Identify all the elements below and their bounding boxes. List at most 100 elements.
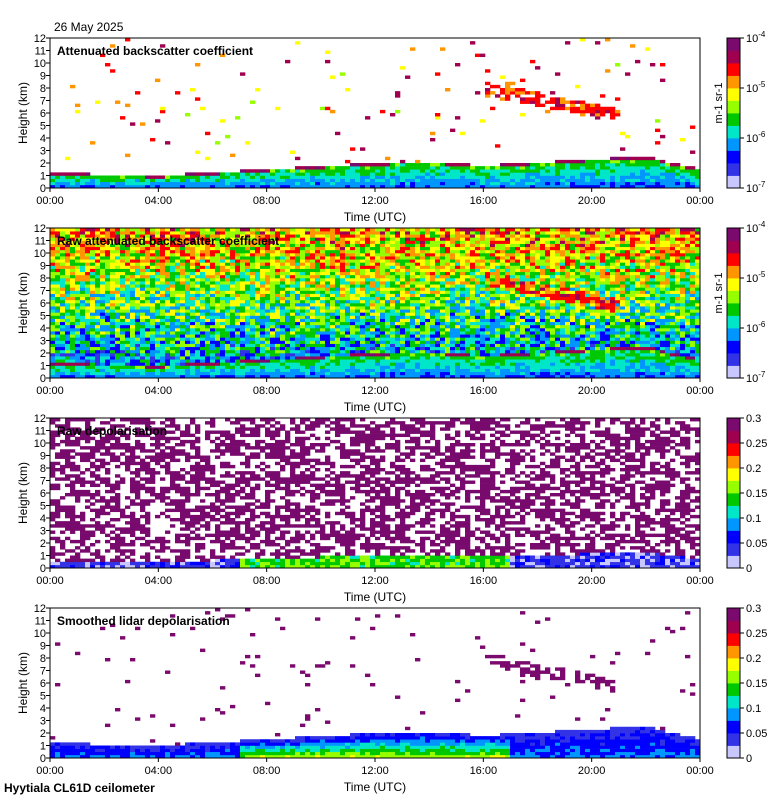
heatmap-cell <box>295 290 301 294</box>
heatmap-cell <box>85 178 91 183</box>
heatmap-cell <box>370 334 376 338</box>
heatmap-cell <box>325 184 331 189</box>
heatmap-cell <box>295 243 301 248</box>
heatmap-cell <box>135 293 141 298</box>
heatmap-cell <box>445 172 451 176</box>
heatmap-cell <box>120 359 126 363</box>
heatmap-cell <box>375 181 381 186</box>
heatmap-cell <box>100 337 106 341</box>
heatmap-cell <box>185 228 191 232</box>
heatmap-cell <box>390 181 396 186</box>
heatmap-cell <box>85 318 91 323</box>
heatmap-cell <box>125 374 131 379</box>
heatmap-cell <box>190 353 196 357</box>
heatmap-cell <box>380 315 386 319</box>
heatmap-cell <box>615 166 621 170</box>
heatmap-cell <box>280 318 286 323</box>
heatmap-cell <box>135 262 141 266</box>
heatmap-cell <box>280 281 286 285</box>
heatmap-cell <box>105 262 111 266</box>
heatmap-cell <box>350 334 356 338</box>
heatmap-cell <box>185 306 191 310</box>
heatmap-cell <box>290 356 296 360</box>
heatmap-cell <box>155 365 161 369</box>
heatmap-cell <box>300 181 306 186</box>
heatmap-cell <box>205 231 211 235</box>
heatmap-cell <box>430 362 436 366</box>
heatmap-cell <box>490 166 496 170</box>
colorbar-swatch <box>727 98 740 101</box>
heatmap-cell <box>325 259 331 263</box>
heatmap-cell <box>385 318 391 323</box>
heatmap-cell <box>225 243 231 248</box>
heatmap-cell <box>100 343 106 348</box>
heatmap-cell <box>75 231 81 235</box>
heatmap-cell <box>380 271 386 276</box>
heatmap-cell <box>325 315 331 319</box>
heatmap-cell <box>405 296 411 301</box>
heatmap-cell <box>185 234 191 238</box>
heatmap-cell <box>250 359 256 363</box>
heatmap-cell <box>175 268 181 273</box>
heatmap-cell <box>105 365 111 369</box>
heatmap-cell <box>320 256 326 260</box>
heatmap-cell <box>240 365 246 369</box>
heatmap-cell <box>300 253 306 257</box>
heatmap-cell <box>310 268 316 273</box>
heatmap-cell <box>280 303 286 307</box>
heatmap-cell <box>460 175 466 179</box>
heatmap-cell <box>315 312 321 316</box>
heatmap-cell <box>225 287 231 291</box>
heatmap-cell <box>405 353 411 357</box>
heatmap-cell <box>355 371 361 376</box>
heatmap-cell <box>490 84 496 89</box>
heatmap-cell <box>205 318 211 323</box>
heatmap-cell <box>570 178 576 183</box>
heatmap-cell <box>270 284 276 288</box>
heatmap-cell <box>255 256 261 260</box>
heatmap-cell <box>295 321 301 326</box>
heatmap-cell <box>75 371 81 376</box>
heatmap-cell <box>135 249 141 254</box>
heatmap-cell <box>150 368 156 373</box>
heatmap-cell <box>280 246 286 251</box>
heatmap-cell <box>145 343 151 348</box>
heatmap-cell <box>195 362 201 366</box>
heatmap-cell <box>430 356 436 360</box>
heatmap-cell <box>160 259 166 263</box>
heatmap-cell <box>80 240 86 244</box>
heatmap-cell <box>105 181 111 186</box>
heatmap-cell <box>580 184 586 189</box>
heatmap-cell <box>410 237 416 241</box>
heatmap-cell <box>260 246 266 251</box>
heatmap-cell <box>560 159 566 164</box>
heatmap-cell <box>420 365 426 369</box>
heatmap-cell <box>215 172 221 176</box>
heatmap-cell <box>135 259 141 263</box>
heatmap-cell <box>60 337 66 341</box>
heatmap-cell <box>385 349 391 354</box>
heatmap-cell <box>130 368 136 373</box>
heatmap-cell <box>75 337 81 341</box>
heatmap-cell <box>640 178 646 183</box>
heatmap-cell <box>225 368 231 373</box>
heatmap-cell <box>380 274 386 279</box>
heatmap-cell <box>150 178 156 183</box>
heatmap-cell <box>65 315 71 319</box>
heatmap-cell <box>295 228 301 232</box>
heatmap-cell <box>240 240 246 244</box>
heatmap-cell <box>190 228 196 232</box>
heatmap-cell <box>495 178 501 183</box>
heatmap-cell <box>355 349 361 354</box>
heatmap-cell <box>245 284 251 288</box>
heatmap-cell <box>190 365 196 369</box>
heatmap-cell <box>235 228 241 232</box>
heatmap-cell <box>325 231 331 235</box>
heatmap-cell <box>315 328 321 332</box>
heatmap-cell <box>335 166 341 170</box>
heatmap-cell <box>250 312 256 316</box>
heatmap-cell <box>400 321 406 326</box>
heatmap-cell <box>180 287 186 291</box>
heatmap-cell <box>185 246 191 251</box>
heatmap-cell <box>170 243 176 248</box>
